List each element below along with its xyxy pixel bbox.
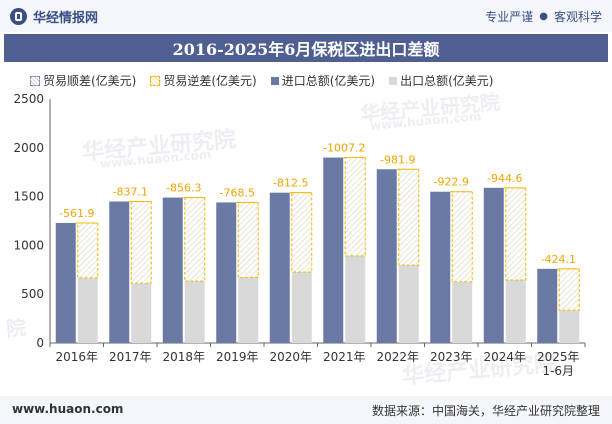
bar-import <box>483 187 504 343</box>
legend-swatch-import <box>270 76 279 85</box>
data-label-deficit: -944.6 <box>487 172 522 185</box>
x-tick-label: 2021年 <box>323 350 366 364</box>
x-tick-label: 2023年 <box>430 350 473 364</box>
bar-import <box>430 191 451 343</box>
header-bar: 华经情报网 专业严谨 ● 客观科学 <box>0 0 612 32</box>
x-tick-label: 1-6月 <box>542 364 574 378</box>
legend-label-deficit: 贸易逆差(亿美元) <box>163 74 257 88</box>
bar-import <box>323 157 344 343</box>
x-tick-label: 2020年 <box>269 350 312 364</box>
bar-deficit <box>344 157 366 257</box>
x-tick-label: 2018年 <box>162 350 205 364</box>
bar-export <box>131 283 152 343</box>
bar-deficit <box>558 268 580 311</box>
legend-label-import: 进口总额(亿美元) <box>281 74 376 88</box>
y-tick-label: 1000 <box>13 238 44 252</box>
tagline-2: 客观科学 <box>553 10 602 24</box>
data-label-deficit: -856.3 <box>166 182 201 195</box>
bar-export <box>291 271 312 343</box>
bar-export <box>77 277 98 343</box>
legend-swatch-surplus <box>30 75 40 86</box>
footer-source: 数据来源：中国海关，华经产业研究院整理 <box>371 404 600 418</box>
legend-label-surplus: 贸易顺差(亿美元) <box>43 74 137 88</box>
data-label-deficit: -1007.2 <box>323 142 365 155</box>
bar-deficit <box>237 201 259 278</box>
legend-item-import: 进口总额(亿美元) <box>270 72 376 89</box>
legend-label-export: 出口总额(亿美元) <box>400 74 494 88</box>
bar-deficit <box>451 191 473 283</box>
bar-deficit <box>77 222 99 279</box>
legend-item-surplus: 贸易顺差(亿美元) <box>30 72 136 89</box>
x-tick-label: 2017年 <box>109 350 152 364</box>
bar-deficit <box>291 192 313 273</box>
legend-swatch-deficit <box>150 75 161 86</box>
bar-deficit <box>130 200 152 284</box>
data-label-deficit: -922.9 <box>434 176 469 189</box>
bar-export <box>238 277 259 343</box>
y-tick-label: 2000 <box>13 141 44 155</box>
x-tick-label: 2016年 <box>55 350 98 364</box>
legend-swatch-export <box>389 76 398 85</box>
tagline-1: 专业严谨 <box>485 10 534 24</box>
x-tick-label: 2022年 <box>376 350 419 364</box>
legend-item-export: 出口总额(亿美元) <box>389 72 494 89</box>
tagline: 专业严谨 ● 客观科学 <box>485 8 602 25</box>
data-label-deficit: -981.9 <box>380 153 415 166</box>
bar-export <box>505 280 526 343</box>
bar-export <box>452 281 473 343</box>
brand-name: 华经情报网 <box>33 11 99 26</box>
footer-site-link[interactable]: www.huaon.com <box>12 402 124 416</box>
chart-legend: 贸易顺差(亿美元) 贸易逆差(亿美元) 进口总额(亿美元) 出口总额(亿美元) <box>30 72 494 89</box>
bar-import <box>55 222 76 343</box>
y-tick-label: 2500 <box>13 92 44 106</box>
huajing-logo-icon <box>10 8 27 25</box>
legend-item-deficit: 贸易逆差(亿美元) <box>150 72 257 89</box>
bar-deficit <box>184 197 206 282</box>
data-label-deficit: -812.5 <box>273 177 308 190</box>
x-tick-label: 2019年 <box>216 350 259 364</box>
y-tick-label: 0 <box>36 336 44 350</box>
bar-import <box>376 169 397 343</box>
bar-deficit <box>505 187 527 281</box>
chart-title: 2016-2025年6月保税区进出口差额 <box>4 34 608 62</box>
data-label-deficit: -837.1 <box>113 185 148 198</box>
bar-import <box>162 197 183 343</box>
bar-export <box>184 281 205 343</box>
bar-import <box>109 201 130 343</box>
bar-import <box>537 268 558 343</box>
bar-export <box>559 310 580 343</box>
bar-deficit <box>398 168 420 266</box>
bar-import <box>216 202 237 343</box>
y-tick-label: 500 <box>21 287 44 301</box>
bar-export <box>345 255 366 343</box>
brand[interactable]: 华经情报网 <box>10 7 98 26</box>
data-label-deficit: -424.1 <box>541 253 576 266</box>
bar-export <box>398 265 419 343</box>
y-tick-label: 1500 <box>13 190 44 204</box>
x-tick-label: 2024年 <box>483 350 526 364</box>
bar-import <box>269 192 290 343</box>
data-label-deficit: -768.5 <box>220 186 255 199</box>
tagline-separator: ● <box>539 11 548 22</box>
footer-bar: www.huaon.com 数据来源：中国海关，华经产业研究院整理 <box>0 396 612 424</box>
data-label-deficit: -561.9 <box>59 207 94 220</box>
x-tick-label: 2025年 <box>537 350 580 364</box>
